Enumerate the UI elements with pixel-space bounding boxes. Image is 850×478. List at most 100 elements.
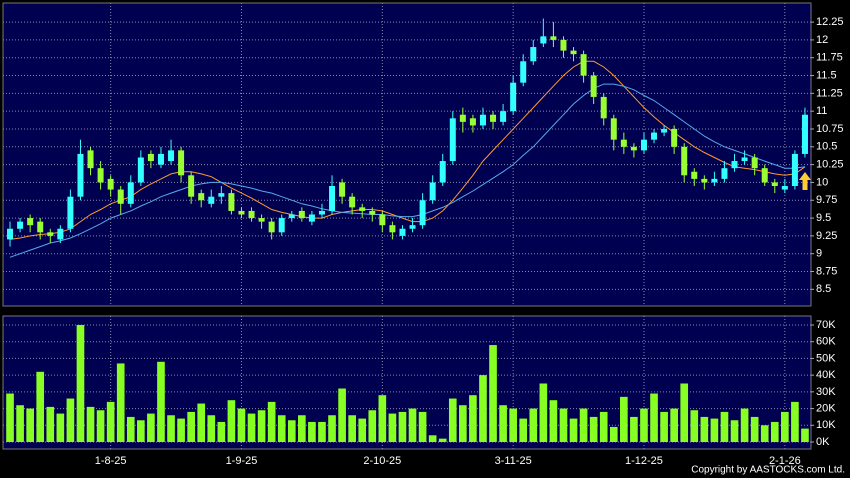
- candle-body: [67, 196, 74, 229]
- x-tick-label: 2-10-25: [363, 455, 401, 467]
- y-tick-label: 0K: [816, 436, 830, 448]
- candle-body: [147, 153, 154, 162]
- volume-bar: [328, 415, 336, 442]
- y-tick-label: 9.25: [816, 230, 837, 242]
- volume-bar: [247, 413, 256, 442]
- candle-body: [721, 168, 728, 179]
- y-tick-label: 12.25: [816, 16, 844, 28]
- volume-bar: [801, 428, 809, 442]
- volume-bar: [589, 416, 598, 442]
- volume-bar: [6, 393, 14, 442]
- volume-bar: [650, 393, 658, 442]
- candle-body: [701, 178, 708, 183]
- candle-body: [550, 36, 557, 40]
- copyright: Copyright by AASTOCKS.com Ltd.: [691, 465, 845, 476]
- candle-body: [17, 221, 24, 229]
- volume-bar: [96, 410, 105, 442]
- y-tick-label: 50K: [816, 352, 836, 364]
- candle-body: [178, 150, 185, 176]
- volume-bar: [529, 408, 538, 442]
- x-tick-label: 2-1-26: [769, 455, 801, 467]
- candle-body: [459, 114, 466, 122]
- candle-body: [681, 146, 688, 176]
- candle-body: [268, 221, 275, 233]
- volume-bar: [126, 416, 135, 442]
- volume-bar: [599, 411, 608, 442]
- volume-bar: [630, 416, 638, 442]
- candle-body: [238, 210, 245, 215]
- volume-bar: [750, 416, 759, 442]
- x-tick-label: 1-9-25: [226, 455, 258, 467]
- volume-bar: [76, 325, 85, 442]
- candle-body: [761, 168, 768, 183]
- candle-body: [87, 150, 94, 169]
- volume-bar: [499, 405, 507, 442]
- volume-bar: [781, 411, 789, 442]
- volume-bar: [358, 418, 367, 442]
- volume-bar: [298, 415, 306, 442]
- volume-bar: [690, 410, 699, 442]
- volume-bar: [36, 371, 45, 442]
- volume-bar: [519, 418, 528, 442]
- y-tick-label: 12: [816, 34, 828, 46]
- candle-body: [37, 221, 44, 233]
- candle-body: [600, 96, 607, 119]
- candle-body: [47, 232, 54, 236]
- plot-layer: 8.5 8.75 9 9.25 9.5 9.75 10 10.25 10.5 10.75 11 11.…: [3, 3, 844, 467]
- y-tick-label: 10.5: [816, 141, 837, 153]
- candle-body: [741, 157, 748, 162]
- volume-bar: [257, 410, 266, 442]
- volume-bar: [760, 425, 769, 442]
- volume-bar: [26, 408, 34, 442]
- candle-body: [640, 139, 647, 151]
- moving-average-line: [9, 83, 806, 258]
- candle-body: [791, 153, 798, 186]
- candle-body: [801, 114, 808, 154]
- volume-bar: [398, 411, 407, 442]
- volume-bar: [469, 395, 477, 442]
- y-tick-label: 70K: [816, 319, 836, 331]
- x-tick-label: 3-11-25: [495, 455, 532, 467]
- volume-bar: [620, 396, 628, 442]
- candle-body: [318, 210, 325, 215]
- candle-body: [429, 182, 436, 201]
- volume-bar: [710, 418, 719, 442]
- volume-bar: [740, 408, 749, 442]
- volume-bar: [559, 408, 568, 442]
- candle-body: [288, 214, 295, 219]
- volume-bar: [217, 421, 226, 442]
- volume-bar: [177, 418, 185, 442]
- candle-body: [409, 225, 416, 229]
- candle-body: [751, 157, 758, 169]
- candle-body: [490, 114, 497, 122]
- x-tick-label: 1-8-25: [95, 455, 127, 467]
- volume-bar: [106, 401, 115, 442]
- candle-body: [379, 214, 386, 226]
- candle-body: [27, 218, 34, 226]
- volume-bar: [418, 411, 427, 442]
- y-tick-label: 40K: [816, 369, 836, 381]
- candle-body: [57, 228, 64, 240]
- arrow-icon: [799, 172, 811, 190]
- y-tick-label: 11.5: [816, 69, 837, 81]
- volume-bar: [227, 400, 236, 442]
- candle-body: [248, 210, 255, 219]
- candle-body: [530, 47, 537, 62]
- volume-bar: [197, 403, 206, 442]
- volume-bar: [730, 420, 739, 442]
- volume-bar: [428, 435, 437, 442]
- volume-bar: [237, 408, 246, 442]
- candle-body: [661, 128, 668, 133]
- candle-body: [228, 193, 235, 211]
- volume-bar: [509, 408, 517, 442]
- volume-bar: [66, 398, 75, 442]
- candle-body: [510, 82, 517, 112]
- candle-body: [419, 200, 426, 226]
- y-tick-label: 20K: [816, 402, 836, 414]
- volume-bar: [479, 375, 487, 442]
- candle-body: [469, 118, 476, 126]
- volume-bar: [680, 383, 689, 442]
- candle-body: [77, 153, 84, 197]
- candle-body: [620, 139, 627, 147]
- candle-body: [560, 39, 567, 51]
